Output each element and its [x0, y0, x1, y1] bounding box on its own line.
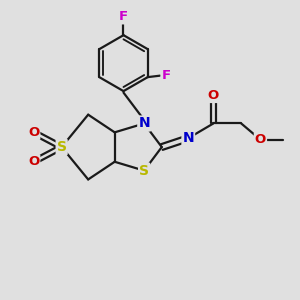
- Text: S: S: [139, 164, 149, 178]
- Text: O: O: [208, 89, 219, 102]
- Text: N: N: [138, 116, 150, 130]
- Text: F: F: [119, 11, 128, 23]
- Text: O: O: [28, 155, 39, 168]
- Text: O: O: [255, 133, 266, 146]
- Text: N: N: [182, 131, 194, 145]
- Text: F: F: [161, 69, 170, 82]
- Text: S: S: [57, 140, 67, 154]
- Text: O: O: [28, 126, 39, 139]
